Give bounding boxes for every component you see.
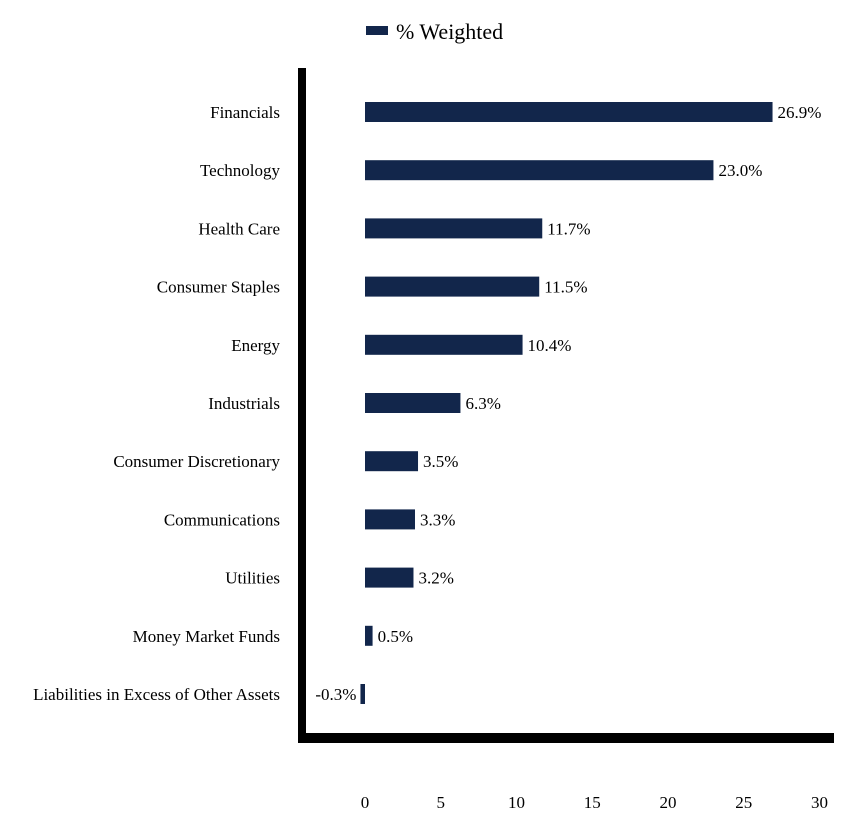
bar-consumer-discretionary: [365, 451, 419, 472]
value-label: 23.0%: [718, 161, 762, 180]
value-label: 0.5%: [378, 627, 413, 646]
value-label: 6.3%: [465, 394, 500, 413]
bar-utilities: [365, 567, 414, 588]
bar-energy: [365, 334, 523, 355]
bar-liabilities-in-excess-of-other-assets: [360, 684, 365, 704]
category-label: Energy: [231, 336, 280, 355]
category-label: Liabilities in Excess of Other Assets: [33, 685, 280, 704]
value-label: 10.4%: [528, 336, 572, 355]
category-label: Consumer Staples: [157, 278, 280, 297]
bar-money-market-funds: [365, 625, 373, 646]
value-label: -0.3%: [315, 685, 356, 704]
legend-label: % Weighted: [396, 19, 503, 44]
bar-health-care: [365, 218, 543, 239]
x-tick-label: 30: [811, 793, 828, 812]
legend-swatch: [366, 26, 388, 35]
value-label: 11.7%: [547, 219, 590, 238]
legend: % Weighted: [366, 19, 503, 44]
value-label: 3.5%: [423, 452, 458, 471]
value-label: 26.9%: [778, 103, 822, 122]
category-label: Money Market Funds: [133, 627, 280, 646]
bar-technology: [365, 160, 714, 181]
x-tick-label: 10: [508, 793, 525, 812]
bar-communications: [365, 509, 415, 530]
category-label: Financials: [210, 103, 280, 122]
x-tick-label: 20: [660, 793, 677, 812]
x-tick-label: 5: [437, 793, 446, 812]
category-label: Consumer Discretionary: [113, 452, 280, 471]
x-tick-labels: 0 5 10 15 20 25 30: [361, 793, 828, 812]
bar-consumer-staples: [365, 276, 540, 297]
bar-financials: [365, 102, 773, 122]
bar-industrials: [365, 393, 461, 413]
value-label: 3.3%: [420, 510, 455, 529]
x-tick-label: 0: [361, 793, 370, 812]
category-label: Utilities: [225, 569, 280, 588]
category-label: Technology: [200, 161, 281, 180]
category-label: Communications: [164, 510, 280, 529]
x-tick-label: 25: [735, 793, 752, 812]
category-label: Industrials: [208, 394, 280, 413]
category-label: Health Care: [198, 219, 280, 238]
axes: [298, 68, 834, 743]
value-label: 3.2%: [418, 569, 453, 588]
value-label: 11.5%: [544, 278, 587, 297]
category-labels: Financials Technology Health Care Consumer …: [33, 103, 280, 704]
x-tick-label: 15: [584, 793, 601, 812]
value-labels: 26.9% 23.0% 11.7% 11.5% 10.4% 6.3% 3.5% 3.3% 3.2…: [315, 103, 821, 704]
bars: [360, 102, 773, 704]
